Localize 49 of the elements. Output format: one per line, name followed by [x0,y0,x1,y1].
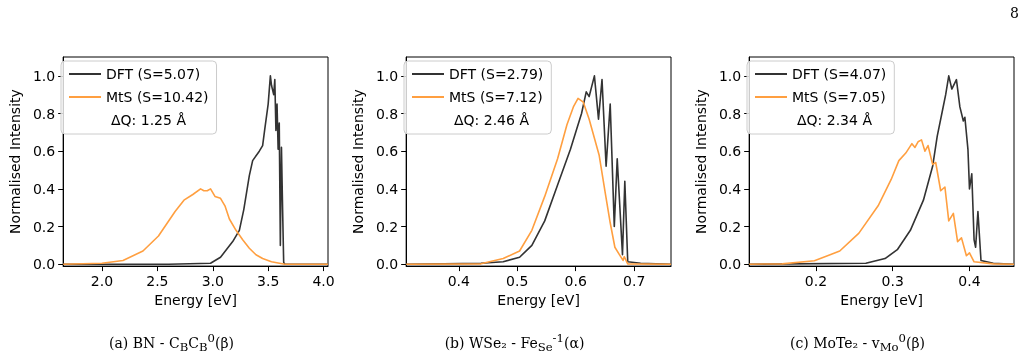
y-tick-label: 0.8 [375,105,399,122]
y-tick-label: 0.8 [32,105,56,122]
x-tick-label: 0.5 [506,273,529,290]
x-tick-label: 4.0 [312,273,335,290]
legend-label: MtS (S=7.12) [449,89,543,105]
y-tick-label: 0.0 [718,256,742,273]
annotation: ΔQ: 1.25 Å [111,112,187,128]
legend-label: DFT (S=2.79) [449,66,544,82]
y-tick-label: 0.4 [718,180,742,197]
x-axis-title: Energy [eV] [497,292,580,308]
legend-label: DFT (S=4.07) [792,66,887,82]
x-axis-title: Energy [eV] [840,292,923,308]
annotation: ΔQ: 2.46 Å [454,112,530,128]
y-axis-title: Normalised Intensity [7,89,23,234]
text: (b) WSe₂ - Fe$_{Se}$$^{-1}$(α) [443,331,586,355]
y-tick-label: 1.0 [375,67,399,84]
y-tick-label: 0.6 [718,143,742,160]
text: (c) MoTe₂ - v$_{Mo}$$^{0}$(β) [788,331,927,355]
x-tick-label: 0.4 [958,273,981,290]
y-tick-label: 1.0 [718,67,742,84]
legend-label: DFT (S=5.07) [106,66,201,82]
x-tick-label: 0.4 [447,273,471,290]
y-tick-label: 0.8 [718,105,742,122]
y-axis-title: Normalised Intensity [693,89,709,234]
y-tick-label: 0.2 [375,218,399,235]
x-tick-label: 0.3 [881,273,904,290]
y-tick-label: 0.0 [375,256,399,273]
annotation: ΔQ: 2.34 Å [797,112,873,128]
y-tick-label: 0.6 [375,143,399,160]
text: 8 [1010,5,1019,21]
y-axis-title: Normalised Intensity [350,89,366,234]
y-tick-label: 0.2 [718,218,742,235]
x-tick-label: 3.5 [257,273,280,290]
text: (a) BN - C$_{B}$C$_{B}$$^{0}$(β) [108,331,235,355]
x-axis-title: Energy [eV] [154,292,237,308]
y-tick-label: 0.0 [32,256,56,273]
x-tick-label: 2.0 [90,273,114,290]
x-tick-label: 0.7 [623,273,646,290]
x-tick-label: 3.0 [201,273,224,290]
y-tick-label: 0.2 [32,218,56,235]
x-tick-label: 2.5 [146,273,169,290]
legend-label: MtS (S=10.42) [106,89,209,105]
y-tick-label: 0.6 [32,143,56,160]
y-tick-label: 0.4 [375,180,399,197]
y-tick-label: 1.0 [32,67,56,84]
legend-label: MtS (S=7.05) [792,89,886,105]
y-tick-label: 0.4 [32,180,56,197]
x-tick-label: 0.6 [564,273,587,290]
x-tick-label: 0.2 [804,273,828,290]
